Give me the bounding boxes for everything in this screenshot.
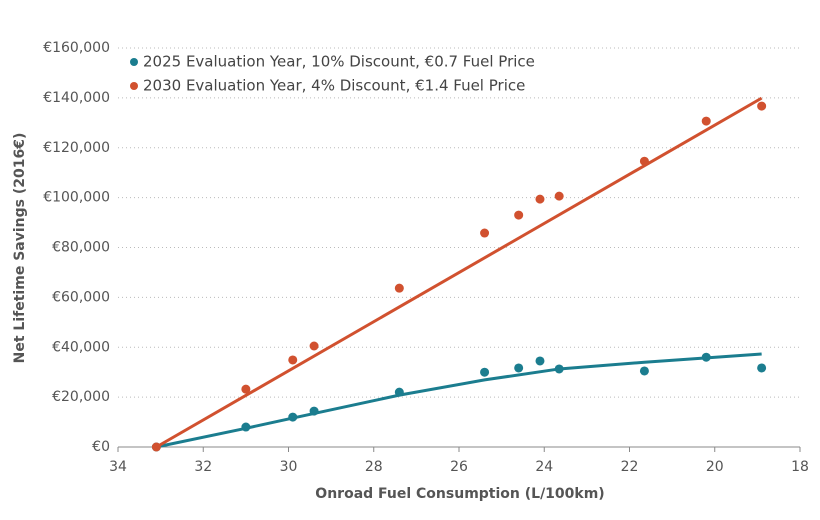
legend-marker: [130, 58, 138, 66]
point: [480, 367, 490, 377]
point: [288, 412, 298, 422]
trend-line: [155, 96, 763, 449]
point: [701, 352, 711, 362]
y-tick-label: €100,000: [43, 190, 110, 206]
x-tick-label: 22: [621, 459, 639, 475]
x-tick-label: 34: [109, 459, 127, 475]
y-tick-label: €40,000: [52, 339, 110, 355]
point: [480, 228, 490, 238]
trend-line: [156, 352, 762, 449]
point: [639, 156, 649, 166]
point: [394, 283, 404, 293]
point: [554, 191, 564, 201]
y-tick-label: €140,000: [43, 90, 110, 106]
x-tick-label: 20: [706, 459, 724, 475]
point: [288, 355, 298, 365]
point: [535, 356, 545, 366]
y-tick-label: €80,000: [52, 240, 110, 256]
x-tick-label: 30: [280, 459, 298, 475]
y-axis-label: Net Lifetime Savings (2016€): [12, 133, 28, 364]
point: [514, 210, 524, 220]
point: [394, 387, 404, 397]
x-tick-label: 28: [365, 459, 383, 475]
legend-label: 2030 Evaluation Year, 4% Discount, €1.4 …: [143, 77, 525, 95]
point: [757, 101, 767, 111]
point: [639, 366, 649, 376]
point: [535, 194, 545, 204]
y-tick-label: €20,000: [52, 389, 110, 405]
point: [701, 116, 711, 126]
point: [514, 363, 524, 373]
point: [757, 363, 767, 373]
x-axis-label: Onroad Fuel Consumption (L/100km): [315, 486, 604, 502]
legend-label: 2025 Evaluation Year, 10% Discount, €0.7…: [143, 53, 535, 71]
y-tick-label: €60,000: [52, 289, 110, 305]
x-tick-label: 26: [450, 459, 468, 475]
x-tick-label: 32: [194, 459, 212, 475]
x-tick-label: 24: [535, 459, 553, 475]
point: [241, 422, 251, 432]
legend-marker: [130, 82, 138, 90]
x-tick-label: 18: [791, 459, 809, 475]
point: [554, 364, 564, 374]
y-tick-label: €160,000: [43, 40, 110, 56]
y-tick-label: €0: [92, 439, 110, 455]
point: [241, 384, 251, 394]
point: [151, 442, 161, 452]
point: [309, 406, 319, 416]
point: [309, 341, 319, 351]
y-tick-label: €120,000: [43, 140, 110, 156]
